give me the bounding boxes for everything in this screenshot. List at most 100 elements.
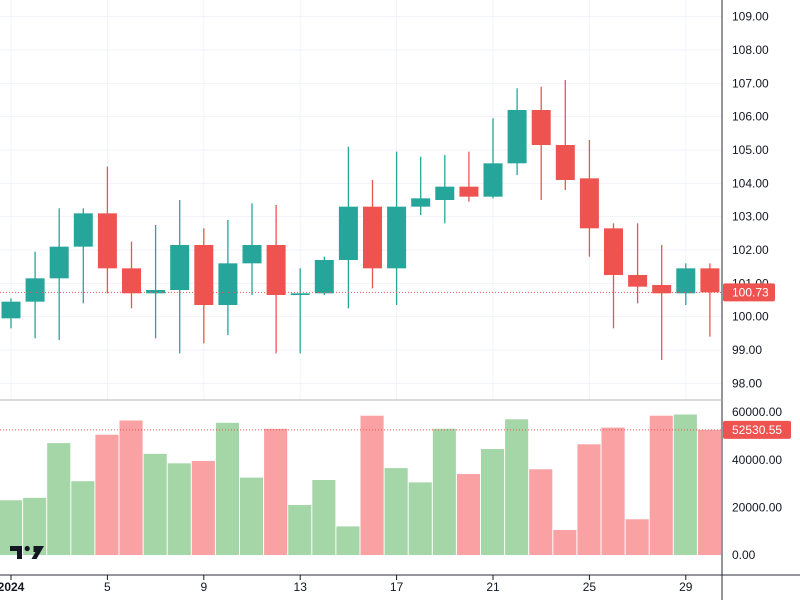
volume-bar bbox=[264, 428, 288, 555]
candle bbox=[483, 118, 503, 199]
volume-bar bbox=[456, 474, 480, 555]
volume-tick-label: 0.00 bbox=[732, 548, 756, 562]
time-tick-label: 13 bbox=[294, 580, 308, 594]
candle-body bbox=[628, 275, 648, 287]
candle bbox=[700, 263, 720, 337]
candle bbox=[194, 228, 214, 344]
price-tick-label: 109.00 bbox=[732, 10, 769, 24]
volume-bar bbox=[0, 500, 23, 555]
candle-body bbox=[242, 245, 262, 264]
candle bbox=[73, 208, 93, 304]
candle-body bbox=[218, 263, 238, 305]
candle bbox=[435, 155, 455, 224]
candle-body bbox=[49, 246, 69, 279]
last-price-badge bbox=[723, 283, 775, 302]
volume-bar bbox=[481, 449, 505, 555]
volume-bar bbox=[191, 460, 215, 555]
volume-bar bbox=[553, 530, 577, 555]
time-tick-label: 29 bbox=[679, 580, 693, 594]
price-tick-label: 106.00 bbox=[732, 110, 769, 124]
tradingview-logo[interactable] bbox=[10, 545, 44, 559]
price-tick-label: 99.00 bbox=[732, 343, 762, 357]
candle-body bbox=[579, 178, 599, 229]
candle bbox=[507, 88, 527, 175]
volume-bar bbox=[167, 463, 191, 555]
volume-bar bbox=[23, 497, 47, 555]
candles bbox=[1, 80, 720, 360]
last-price-label: 100.73 bbox=[732, 285, 769, 299]
candle bbox=[579, 140, 599, 257]
volume-bar bbox=[408, 482, 432, 555]
candle-body bbox=[1, 301, 21, 319]
candle bbox=[338, 146, 358, 309]
candle-body bbox=[338, 206, 358, 260]
candle-body bbox=[604, 228, 623, 275]
price-tick-label: 100.00 bbox=[732, 310, 769, 324]
volume-bar bbox=[505, 419, 529, 555]
tradingview-logo-icon bbox=[10, 546, 44, 559]
candle bbox=[604, 223, 623, 329]
volume-bar bbox=[47, 443, 71, 555]
price-tick-label: 105.00 bbox=[732, 143, 769, 157]
time-tick-label: 21 bbox=[486, 580, 500, 594]
tradingview-logo-dot bbox=[24, 545, 30, 552]
volume-tick-label: 40000.00 bbox=[732, 453, 782, 467]
time-axis[interactable]: 2024 5 9 13 17 21 25 29 bbox=[0, 575, 693, 594]
candle bbox=[363, 180, 382, 289]
candle bbox=[411, 156, 431, 215]
candle bbox=[676, 263, 696, 305]
candle-body bbox=[507, 110, 527, 164]
candle bbox=[170, 200, 190, 354]
volume-bar bbox=[649, 415, 673, 555]
candle bbox=[218, 220, 238, 335]
candle-body bbox=[700, 268, 720, 293]
price-tick-label: 104.00 bbox=[732, 176, 769, 190]
candle-body bbox=[555, 145, 575, 180]
time-tick-label: 2024 bbox=[0, 580, 25, 594]
volume-bar bbox=[601, 427, 625, 555]
candle-body bbox=[676, 268, 696, 294]
time-tick-label: 9 bbox=[200, 580, 207, 594]
last-volume-badge bbox=[723, 420, 791, 439]
volume-bar bbox=[432, 428, 456, 555]
candle-body bbox=[411, 198, 431, 207]
price-axis[interactable]: 98.0099.00100.00101.00102.00103.00104.00… bbox=[732, 10, 769, 391]
candle bbox=[146, 225, 166, 339]
candle-body bbox=[435, 186, 455, 200]
candle-body bbox=[25, 278, 45, 302]
volume-bar bbox=[360, 415, 384, 555]
volume-bar bbox=[384, 468, 408, 555]
time-tick-label: 5 bbox=[104, 580, 111, 594]
candle bbox=[242, 203, 262, 295]
candle bbox=[314, 256, 334, 295]
candle-body bbox=[266, 245, 286, 295]
last-value-markers: 100.73 52530.55 bbox=[0, 283, 791, 439]
candle-body bbox=[387, 206, 407, 269]
grid-lines bbox=[0, 0, 722, 400]
price-tick-label: 108.00 bbox=[732, 43, 769, 57]
volume-bars bbox=[0, 414, 721, 555]
volume-bar bbox=[625, 519, 649, 555]
volume-bar bbox=[71, 481, 95, 555]
price-tick-label: 103.00 bbox=[732, 210, 769, 224]
candle bbox=[25, 251, 45, 339]
price-tick-label: 102.00 bbox=[732, 243, 769, 257]
candle bbox=[266, 205, 286, 354]
candle bbox=[459, 151, 479, 202]
candle bbox=[531, 86, 551, 200]
volume-bar bbox=[119, 420, 143, 555]
volume-tick-label: 60000.00 bbox=[732, 405, 782, 419]
volume-tick-label: 20000.00 bbox=[732, 500, 782, 514]
candle-body bbox=[194, 245, 214, 305]
candle-body bbox=[146, 290, 166, 294]
volume-bar bbox=[673, 414, 697, 555]
candle-body bbox=[483, 163, 503, 197]
candle-body bbox=[97, 213, 117, 269]
price-tick-label: 98.00 bbox=[732, 376, 762, 390]
volume-bar bbox=[336, 526, 360, 555]
candle-body bbox=[363, 206, 382, 269]
candle bbox=[290, 268, 310, 354]
volume-axis[interactable]: 0.00 20000.00 40000.00 60000.00 bbox=[732, 405, 782, 562]
